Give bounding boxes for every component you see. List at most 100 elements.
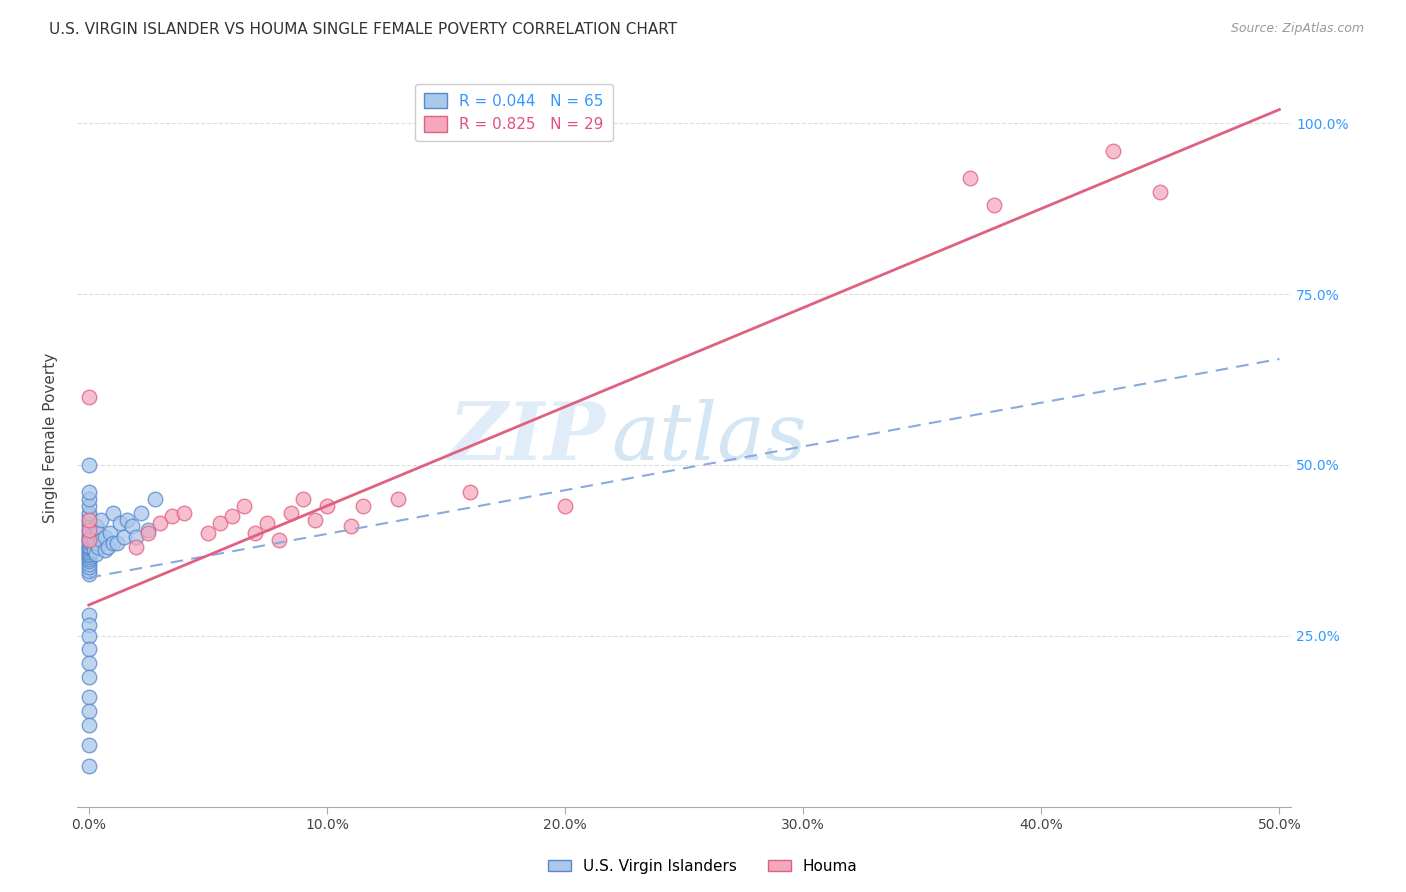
Point xyxy=(232,499,254,513)
Point xyxy=(77,656,100,670)
Point xyxy=(87,526,110,541)
Point xyxy=(959,170,981,185)
Point xyxy=(121,519,143,533)
Point xyxy=(77,533,100,547)
Point xyxy=(94,530,117,544)
Point xyxy=(77,642,100,657)
Point xyxy=(173,506,195,520)
Point xyxy=(77,509,100,524)
Point xyxy=(221,509,243,524)
Legend: U.S. Virgin Islanders, Houma: U.S. Virgin Islanders, Houma xyxy=(543,853,863,880)
Point xyxy=(77,670,100,684)
Point xyxy=(77,458,100,472)
Point xyxy=(77,553,100,567)
Point xyxy=(77,536,100,550)
Point xyxy=(101,506,124,520)
Point xyxy=(77,543,100,558)
Point xyxy=(77,534,100,549)
Point xyxy=(77,506,100,520)
Point xyxy=(77,485,100,500)
Point xyxy=(125,540,148,554)
Point xyxy=(77,550,100,565)
Point xyxy=(316,499,339,513)
Point xyxy=(77,533,100,547)
Point xyxy=(256,516,278,530)
Y-axis label: Single Female Poverty: Single Female Poverty xyxy=(44,352,58,523)
Point xyxy=(77,547,100,561)
Point xyxy=(77,526,100,541)
Text: Source: ZipAtlas.com: Source: ZipAtlas.com xyxy=(1230,22,1364,36)
Point xyxy=(77,690,100,705)
Point xyxy=(114,530,136,544)
Point xyxy=(98,526,121,541)
Point xyxy=(87,540,110,554)
Point xyxy=(554,499,576,513)
Point xyxy=(136,523,159,537)
Point xyxy=(77,704,100,718)
Point xyxy=(105,536,128,550)
Point xyxy=(145,491,167,506)
Point xyxy=(77,529,100,543)
Point xyxy=(77,548,100,562)
Point xyxy=(245,526,267,541)
Point xyxy=(84,536,107,550)
Point xyxy=(280,506,302,520)
Point xyxy=(292,491,315,506)
Point xyxy=(77,516,100,530)
Point xyxy=(77,512,100,526)
Legend: R = 0.044   N = 65, R = 0.825   N = 29: R = 0.044 N = 65, R = 0.825 N = 29 xyxy=(415,84,613,142)
Point xyxy=(115,512,138,526)
Point xyxy=(160,509,183,524)
Point xyxy=(77,608,100,623)
Point xyxy=(129,506,152,520)
Text: U.S. VIRGIN ISLANDER VS HOUMA SINGLE FEMALE POVERTY CORRELATION CHART: U.S. VIRGIN ISLANDER VS HOUMA SINGLE FEM… xyxy=(49,22,678,37)
Point xyxy=(77,564,100,578)
Point xyxy=(84,519,107,533)
Point xyxy=(208,516,231,530)
Point xyxy=(77,557,100,571)
Point xyxy=(77,539,100,553)
Point xyxy=(77,618,100,632)
Point xyxy=(94,543,117,558)
Point xyxy=(77,552,100,566)
Point xyxy=(77,629,100,643)
Point xyxy=(108,516,131,530)
Point xyxy=(339,519,361,533)
Point xyxy=(77,540,100,554)
Point xyxy=(77,390,100,404)
Point xyxy=(136,526,159,541)
Point xyxy=(101,536,124,550)
Point xyxy=(77,499,100,513)
Point xyxy=(197,526,219,541)
Point xyxy=(458,485,481,500)
Point xyxy=(269,533,291,547)
Point xyxy=(983,198,1005,212)
Point xyxy=(77,717,100,731)
Point xyxy=(387,491,409,506)
Point xyxy=(77,531,100,545)
Point xyxy=(77,523,100,537)
Text: ZIP: ZIP xyxy=(449,399,605,476)
Point xyxy=(77,738,100,752)
Point xyxy=(77,512,100,526)
Point xyxy=(77,560,100,574)
Point xyxy=(77,519,100,533)
Point xyxy=(304,512,326,526)
Point xyxy=(149,516,172,530)
Point xyxy=(77,545,100,559)
Text: atlas: atlas xyxy=(612,399,807,476)
Point xyxy=(97,540,120,554)
Point xyxy=(77,567,100,582)
Point xyxy=(77,541,100,556)
Point xyxy=(1149,185,1171,199)
Point xyxy=(77,523,100,537)
Point xyxy=(77,491,100,506)
Point xyxy=(1101,144,1123,158)
Point xyxy=(125,530,148,544)
Point xyxy=(90,533,112,547)
Point xyxy=(90,512,112,526)
Point xyxy=(83,543,105,558)
Point xyxy=(84,547,107,561)
Point xyxy=(77,758,100,772)
Point xyxy=(352,499,374,513)
